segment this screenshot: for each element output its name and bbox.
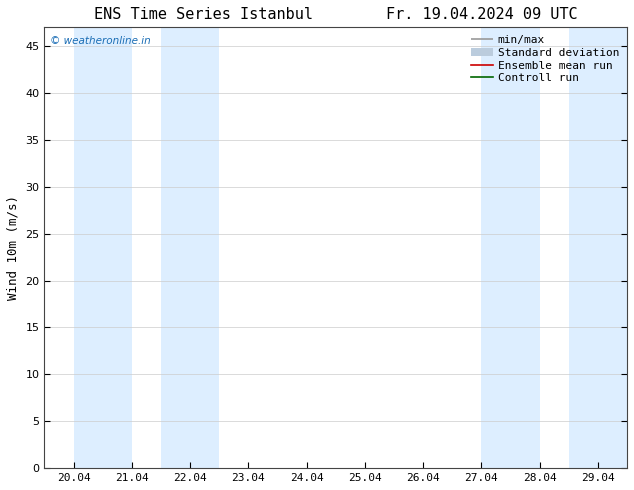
Bar — [569, 27, 627, 468]
Bar — [161, 27, 219, 468]
Title: ENS Time Series Istanbul        Fr. 19.04.2024 09 UTC: ENS Time Series Istanbul Fr. 19.04.2024 … — [94, 7, 578, 22]
Bar — [481, 27, 540, 468]
Legend: min/max, Standard deviation, Ensemble mean run, Controll run: min/max, Standard deviation, Ensemble me… — [469, 33, 621, 86]
Y-axis label: Wind 10m (m/s): Wind 10m (m/s) — [7, 195, 20, 300]
Text: © weatheronline.in: © weatheronline.in — [50, 36, 151, 46]
Bar — [74, 27, 132, 468]
